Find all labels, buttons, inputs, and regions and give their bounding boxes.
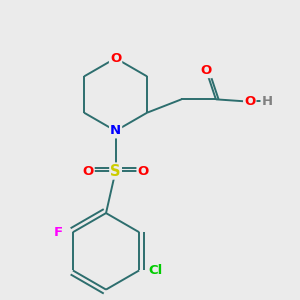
Text: Cl: Cl bbox=[149, 264, 163, 277]
Text: O: O bbox=[137, 164, 149, 178]
Text: S: S bbox=[110, 164, 121, 178]
Text: H: H bbox=[262, 95, 273, 108]
Text: F: F bbox=[54, 226, 63, 239]
Text: O: O bbox=[201, 64, 212, 77]
Text: O: O bbox=[110, 52, 121, 65]
Text: O: O bbox=[82, 164, 94, 178]
Text: N: N bbox=[110, 124, 121, 137]
Text: O: O bbox=[244, 95, 255, 108]
